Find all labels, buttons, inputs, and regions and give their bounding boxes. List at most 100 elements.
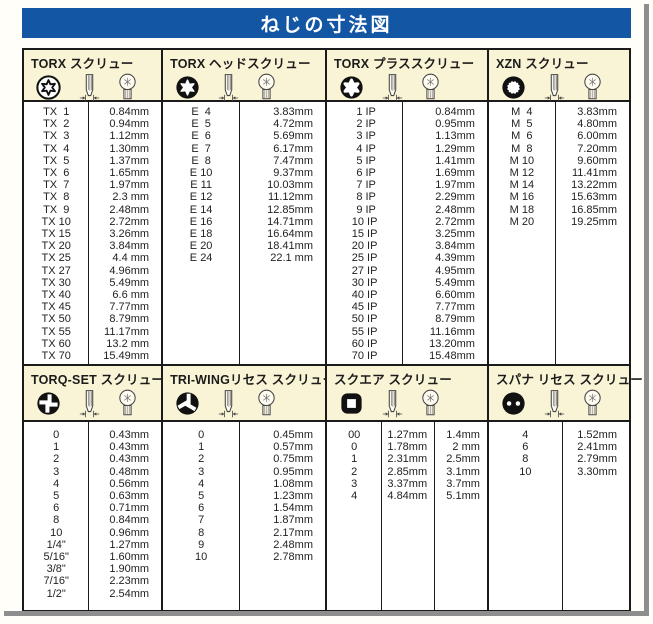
value-cell: 2.54mm	[109, 587, 150, 600]
tri-wing-face-icon	[174, 390, 201, 417]
size-cell: TX 27	[41, 264, 71, 277]
icon-row	[496, 389, 629, 418]
size-cell: 6	[53, 502, 60, 515]
value-cell: 8.79mm	[435, 313, 475, 326]
panel-header: スクエア スクリュー	[327, 366, 487, 422]
size-cell: 00	[348, 429, 361, 441]
size-table: 1 IP 2 IP 3 IP 4 IP 5 IP 6 IP 7 IP 8 IP …	[327, 102, 487, 364]
size-cell: 6	[198, 502, 205, 515]
size-cell: 8	[522, 453, 529, 466]
size-cell: M 8	[511, 142, 533, 155]
value-cell: 11.17mm	[104, 325, 150, 338]
size-cell: 1	[198, 441, 205, 454]
size-cell: M 5	[511, 118, 533, 131]
size-cell: M 16	[509, 191, 535, 204]
size-cell: M 14	[509, 179, 535, 192]
value-cell: 5.69mm	[273, 130, 313, 143]
screw-side-view-icon	[544, 73, 565, 102]
value-cell: 11.16mm	[429, 325, 475, 338]
size-column: 0 1 2 3 4 5 6 8 10 1/4" 5/16" 3/8" 7/16" 1/2"	[24, 422, 88, 610]
size-cell: E 20	[189, 240, 213, 253]
value-cell: 9.60mm	[577, 154, 617, 167]
page-content: ねじの寸法図 TORX スクリュー TX 1 TX 2 TX 3 TX 4 TX 5 TX…	[22, 8, 643, 612]
icon-row	[170, 389, 325, 418]
value-cell: 6.00mm	[577, 130, 617, 143]
panel-header: TORX プラススクリュー	[327, 50, 487, 102]
spanner-recess-face-icon	[500, 390, 527, 417]
panel-header: TORQ-SET スクリュー	[24, 366, 165, 422]
value-cell: 3.1mm	[446, 465, 480, 478]
value-cell: 0.94mm	[109, 118, 150, 131]
panel-title: TRI-WINGリセス スクリュー	[170, 373, 336, 387]
value-cell: 4.80mm	[577, 118, 617, 131]
size-cell: TX 55	[41, 325, 71, 338]
value-cell: 1.27mm	[109, 538, 150, 551]
size-cell: M 6	[511, 130, 533, 143]
size-cell: M 10	[509, 154, 535, 167]
value-cell: 2.29mm	[435, 191, 475, 204]
size-cell: TX 50	[41, 313, 71, 326]
value-cell: 3.83mm	[273, 106, 313, 118]
size-cell: 6	[522, 441, 529, 454]
value-cell: 1.78mm	[387, 441, 428, 454]
size-cell: TX 6	[43, 167, 70, 180]
size-cell: 10	[50, 526, 63, 539]
size-cell: M 18	[509, 203, 535, 216]
icon-row	[334, 389, 487, 418]
size-column: 0 1 2 3 4 5 6 7 8 9 10	[163, 422, 239, 610]
value-cell: 0.48mm	[109, 465, 150, 478]
size-cell: TX 1	[43, 106, 70, 118]
value-cell: 4.84mm	[387, 490, 428, 503]
size-cell: 10 IP	[351, 215, 378, 228]
panel-title: TORX スクリュー	[31, 57, 134, 71]
value-cell: 2 mm	[452, 441, 480, 454]
size-cell: E 4	[191, 106, 211, 118]
value-cell: 0.56mm	[109, 477, 150, 490]
screw-head-view-icon	[256, 73, 277, 102]
icon-row	[31, 73, 161, 102]
size-cell: 4	[522, 429, 529, 441]
size-cell: 6 IP	[353, 167, 376, 180]
value-cell: 13.2 mm	[106, 337, 150, 350]
value-cell: 1.23mm	[273, 490, 313, 503]
value-cell: 4.39mm	[435, 252, 475, 265]
size-cell: TX 40	[41, 289, 71, 302]
screw-side-view-icon	[382, 389, 403, 418]
page-title: ねじの寸法図	[22, 8, 631, 38]
size-cell: 8 IP	[353, 191, 376, 204]
size-cell: E 14	[189, 203, 213, 216]
screw-head-view-icon	[420, 389, 441, 418]
size-cell: TX 4	[43, 142, 70, 155]
value-cell: 1.08mm	[273, 477, 313, 490]
screw-head-view-icon	[582, 389, 603, 418]
screw-head-view-icon	[117, 389, 138, 418]
value-column: 3.83mm 4.72mm 5.69mm 6.17mm 7.47mm 9.37mm 10.0…	[239, 102, 325, 364]
panel-header: TRI-WINGリセス スクリュー	[163, 366, 336, 422]
size-table: 0 1 2 3 4 5 6 8 10 1/4" 5/16" 3/8" 7/16" 1/2" 0.43mm 0.…	[24, 422, 162, 610]
value-cell: 11.12mm	[267, 191, 313, 204]
icon-row	[31, 389, 161, 418]
value-cell: 3.26mm	[109, 228, 150, 241]
size-cell: 7 IP	[353, 179, 376, 192]
value-cell: 19.25mm	[571, 215, 617, 228]
size-cell: M 20	[509, 215, 535, 228]
size-cell: 0	[351, 441, 358, 454]
value-cell: 6.6 mm	[112, 289, 150, 302]
panel-torq-set: TORQ-SET スクリュー 0 1 2 3 4 5 6 8 10 1/4" 5/16" 3/8" 7/…	[24, 366, 165, 610]
size-cell: 2 IP	[353, 118, 376, 131]
value-cell: 0.95mm	[273, 465, 313, 478]
size-cell: TX 45	[41, 301, 71, 314]
screw-side-view-icon	[382, 73, 403, 102]
value-cell: 15.63mm	[571, 191, 617, 204]
icon-row	[170, 73, 325, 102]
value-cell: 2.79mm	[577, 453, 617, 466]
panel-title: スクエア スクリュー	[334, 373, 452, 387]
size-cell: 4	[351, 490, 358, 503]
panel-title: TORQ-SET スクリュー	[31, 373, 165, 387]
size-cell: 60 IP	[351, 337, 378, 350]
